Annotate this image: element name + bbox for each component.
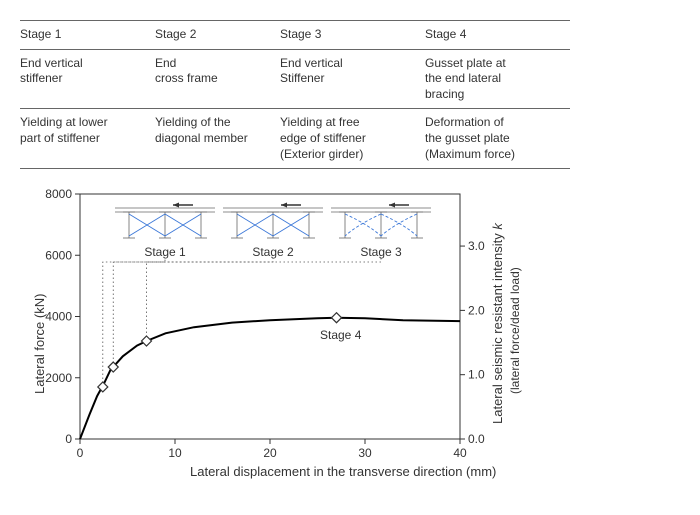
y-axis-right-label: Lateral seismic resistant intensity k — [490, 223, 505, 424]
svg-text:8000: 8000 — [45, 187, 72, 201]
table-cell: Yielding of thediagonal member — [155, 109, 280, 169]
svg-text:0: 0 — [65, 432, 72, 446]
table-cell: Yielding at lowerpart of stiffener — [20, 109, 155, 169]
table-row: End verticalstiffener Endcross frame End… — [20, 49, 570, 109]
y-ticks-right: 0.0 1.0 2.0 3.0 — [460, 239, 485, 446]
y-axis-left-label: Lateral force (kN) — [32, 294, 47, 394]
svg-text:2000: 2000 — [45, 371, 72, 385]
svg-text:Stage 3: Stage 3 — [360, 245, 402, 259]
table-row: Stage 1 Stage 2 Stage 3 Stage 4 — [20, 21, 570, 50]
svg-text:6000: 6000 — [45, 248, 72, 262]
table-cell: Yielding at freeedge of stiffener(Exteri… — [280, 109, 425, 169]
svg-text:Stage 2: Stage 2 — [252, 245, 294, 259]
svg-text:0.0: 0.0 — [468, 432, 485, 446]
table-cell: Deformation ofthe gusset plate(Maximum f… — [425, 109, 570, 169]
stage-table: Stage 1 Stage 2 Stage 3 Stage 4 End vert… — [20, 20, 570, 169]
svg-text:40: 40 — [453, 446, 467, 460]
table-row: Yielding at lowerpart of stiffener Yield… — [20, 109, 570, 169]
svg-text:1.0: 1.0 — [468, 368, 485, 382]
svg-text:Stage 1: Stage 1 — [144, 245, 186, 259]
svg-text:4000: 4000 — [45, 310, 72, 324]
table-header-cell: Stage 4 — [425, 21, 570, 50]
chart-container: 0 2000 4000 6000 8000 0.0 1.0 2.0 3.0 0 10 20 30 40… — [20, 184, 680, 484]
table-cell: Endcross frame — [155, 49, 280, 109]
svg-text:10: 10 — [168, 446, 182, 460]
table-cell: End verticalstiffener — [20, 49, 155, 109]
x-axis-label: Lateral displacement in the transverse d… — [190, 464, 496, 479]
table-header-cell: Stage 2 — [155, 21, 280, 50]
y-axis-right-label-italic: k — [490, 223, 505, 230]
svg-text:2.0: 2.0 — [468, 304, 485, 318]
inset-diagrams: Stage 1 Stage 2 Stage 3 — [115, 203, 431, 260]
x-ticks: 0 10 20 30 40 — [77, 439, 467, 460]
force-displacement-curve — [80, 318, 460, 439]
svg-text:0: 0 — [77, 446, 84, 460]
svg-text:30: 30 — [358, 446, 372, 460]
svg-text:3.0: 3.0 — [468, 239, 485, 253]
y-ticks-left: 0 2000 4000 6000 8000 — [45, 187, 80, 446]
table-header-cell: Stage 3 — [280, 21, 425, 50]
svg-text:20: 20 — [263, 446, 277, 460]
table-header-cell: Stage 1 — [20, 21, 155, 50]
table-cell: Gusset plate atthe end lateralbracing — [425, 49, 570, 109]
y-axis-right-label-main: Lateral seismic resistant intensity — [490, 233, 505, 424]
table-cell: End verticalStiffener — [280, 49, 425, 109]
y-axis-right-label-sub: (lateral force/dead load) — [508, 267, 522, 394]
stage4-label: Stage 4 — [320, 328, 362, 342]
